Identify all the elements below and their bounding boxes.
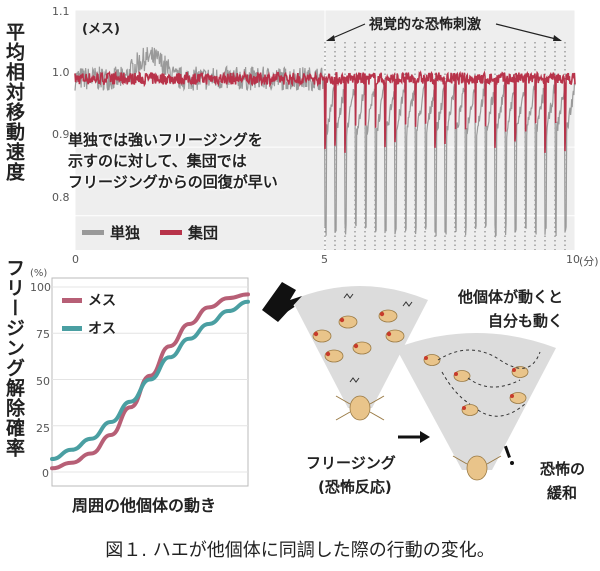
bottom-chart: [50, 277, 250, 487]
legend-solo: 単独: [82, 222, 140, 243]
percent-label: (%): [30, 268, 48, 279]
threat-shadow-icon: [262, 282, 302, 322]
annotation-line-1: 単独では強いフリージングを: [68, 131, 263, 149]
sex-label: (メス): [82, 22, 120, 37]
top-y-tick-1-0: 1.0: [52, 66, 70, 79]
bottom-x-axis-label: 周囲の他個体の動き: [72, 496, 217, 515]
freezing-sublabel: (恐怖反応): [318, 478, 392, 496]
move-label-2: 自分も動く: [488, 312, 564, 330]
fly-eyes-right: [424, 356, 516, 410]
top-y-tick-0-9: 0.9: [52, 128, 70, 141]
freezing-fly-legs-icon: [335, 395, 385, 421]
exclamation-icon: [504, 445, 511, 458]
annotation-line-2: 示すのに対して、集団では: [68, 152, 247, 170]
legend-solo-label: 単独: [110, 224, 141, 242]
stimulus-label: 視覚的な恐怖刺激: [366, 14, 484, 34]
top-x-tick-0: 0: [72, 253, 79, 266]
relief-label-1: 恐怖の: [540, 460, 586, 478]
bottom-grid: [52, 286, 248, 473]
series-solo-line: [74, 47, 576, 239]
series-male-curve: [50, 299, 250, 462]
legend-female-swatch: [62, 297, 82, 303]
top-chart: [74, 9, 576, 250]
jitter-marks: [343, 293, 413, 383]
relaxed-fly-legs-icon: [452, 455, 502, 465]
relief-label-2: 緩和: [547, 484, 578, 502]
top-x-tick-5: 5: [321, 253, 328, 266]
freezing-label: フリージング: [306, 454, 396, 472]
bottom-y-tick-50: 50: [36, 375, 50, 388]
series-female-curve: [50, 292, 250, 471]
fly-icons-right: [423, 354, 529, 416]
legend-male-label: オス: [88, 321, 116, 337]
top-y-axis-label: 平均相対移動速度: [3, 22, 25, 182]
top-y-tick-0-8: 0.8: [52, 191, 70, 204]
right-fan: [396, 333, 556, 470]
legend-male-swatch: [62, 325, 82, 331]
legend-male: オス: [62, 318, 116, 338]
move-label-1: 他個体が動くと: [458, 288, 564, 306]
bottom-y-tick-100: 100: [30, 281, 51, 294]
top-x-tick-10: 10: [566, 253, 580, 266]
legend-group: 集団: [160, 222, 218, 243]
top-y-tick-1-1: 1.1: [52, 5, 70, 18]
fly-eyes-left: [313, 311, 392, 357]
freezing-fly-icon: [349, 395, 371, 421]
relaxed-fly-icon: [466, 455, 488, 481]
legend-group-swatch: [160, 230, 182, 235]
legend-female: メス: [62, 290, 116, 310]
bottom-y-tick-0: 0: [42, 467, 49, 480]
bottom-y-axis-label: フリージング解除確率: [3, 258, 25, 458]
legend-solo-swatch: [82, 230, 104, 235]
bottom-y-tick-75: 75: [36, 328, 50, 341]
motion-paths: [437, 349, 541, 417]
legend-female-label: メス: [88, 293, 116, 309]
top-x-unit: (分): [579, 255, 599, 268]
freezing-diagram: [262, 282, 556, 481]
stimulus-arrows: [326, 23, 562, 41]
bottom-y-tick-25: 25: [36, 422, 50, 435]
figure-caption: 図１. ハエが他個体に同調した際の行動の変化。: [105, 540, 495, 561]
series-group-line: [74, 70, 576, 153]
annotation-line-3: フリージングからの回復が早い: [68, 173, 278, 191]
legend-group-label: 集団: [188, 224, 219, 242]
